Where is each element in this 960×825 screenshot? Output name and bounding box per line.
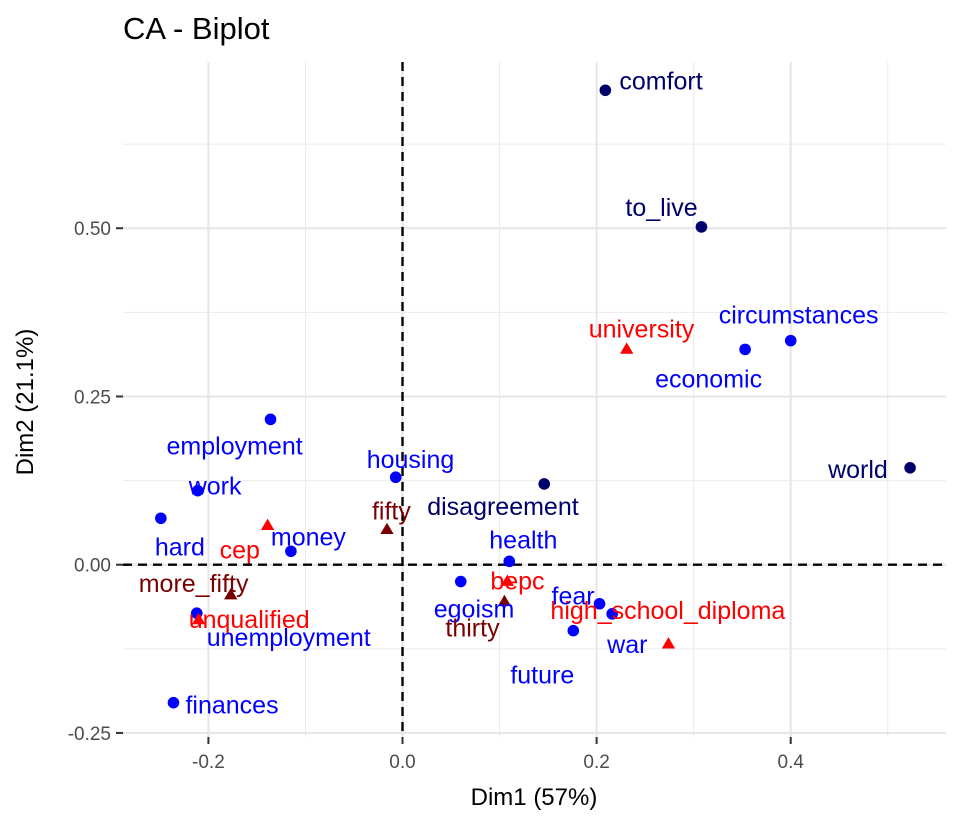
point-thirty — [497, 594, 512, 607]
label-university: university — [589, 315, 695, 343]
label-high-school-diploma: high_school_diploma — [550, 597, 785, 625]
point-economic — [739, 343, 751, 356]
point-comfort — [599, 84, 612, 97]
label-economic: economic — [655, 365, 762, 393]
point-circumstances — [784, 334, 797, 347]
label-fear: fear — [552, 583, 595, 611]
point-fear — [593, 597, 606, 610]
label-to-live: to_live — [625, 194, 697, 222]
x-tick-label: 0.4 — [778, 752, 805, 773]
label-money: money — [271, 523, 347, 551]
label-cep: cep — [220, 537, 260, 565]
label-employment: employment — [167, 432, 303, 460]
point-bepc — [500, 574, 514, 586]
y-tick-label: 0.00 — [74, 556, 111, 577]
label-thirty: thirty — [445, 615, 500, 643]
point-fifty — [380, 522, 394, 535]
label-bepc: bepc — [490, 568, 544, 596]
grid-minor — [123, 62, 946, 737]
label-war: war — [606, 631, 647, 659]
point-cep — [260, 518, 275, 531]
y-tick-label: 0.25 — [74, 387, 111, 408]
label-world: world — [827, 456, 888, 484]
point-world — [904, 462, 916, 474]
point-health — [503, 555, 516, 568]
point-employment — [264, 413, 277, 426]
label-egoism: egoism — [434, 596, 515, 624]
label-comfort: comfort — [619, 67, 702, 95]
point-finances — [167, 696, 180, 709]
y-tick-label: -0.25 — [68, 724, 111, 745]
label-housing: housing — [367, 446, 455, 474]
label-hard: hard — [155, 533, 205, 561]
point-war — [606, 608, 618, 620]
axes: -0.2 0.0 0.2 0.4 -0.25 0.00 0.25 0.50 — [68, 219, 805, 773]
point-high-school-diploma — [661, 637, 676, 649]
label-more-fifty: more_fifty — [139, 570, 249, 598]
point-future — [567, 624, 580, 637]
label-finances: finances — [185, 692, 278, 720]
y-tick-label: 0.50 — [74, 219, 111, 240]
point-more-fifty — [224, 588, 238, 600]
point-unqualified — [192, 612, 206, 625]
label-health: health — [489, 526, 557, 554]
label-disagreement: disagreement — [427, 493, 579, 521]
reference-lines — [123, 62, 946, 737]
point-work — [191, 484, 204, 497]
point-to-live — [695, 221, 708, 233]
label-unemployment: unemployment — [207, 624, 371, 652]
label-future: future — [510, 662, 574, 690]
x-tick-label: -0.2 — [192, 752, 225, 773]
chart-title: CA - Biplot — [123, 11, 270, 46]
point-university — [620, 342, 634, 354]
x-tick-label: 0.2 — [583, 752, 609, 773]
data-points — [155, 84, 916, 709]
point-money — [285, 545, 297, 558]
x-axis-title: Dim1 (57%) — [471, 784, 598, 811]
label-fifty: fifty — [372, 498, 411, 526]
label-work: work — [188, 473, 242, 501]
point-egoism — [454, 575, 467, 588]
y-axis-title: Dim2 (21.1%) — [12, 329, 39, 476]
point-disagreement — [538, 478, 551, 490]
point-housing — [389, 471, 402, 484]
point-hard — [155, 512, 167, 525]
label-unqualified: unqualified — [189, 606, 310, 634]
label-circumstances: circumstances — [719, 302, 879, 330]
x-tick-label: 0.0 — [389, 752, 415, 773]
